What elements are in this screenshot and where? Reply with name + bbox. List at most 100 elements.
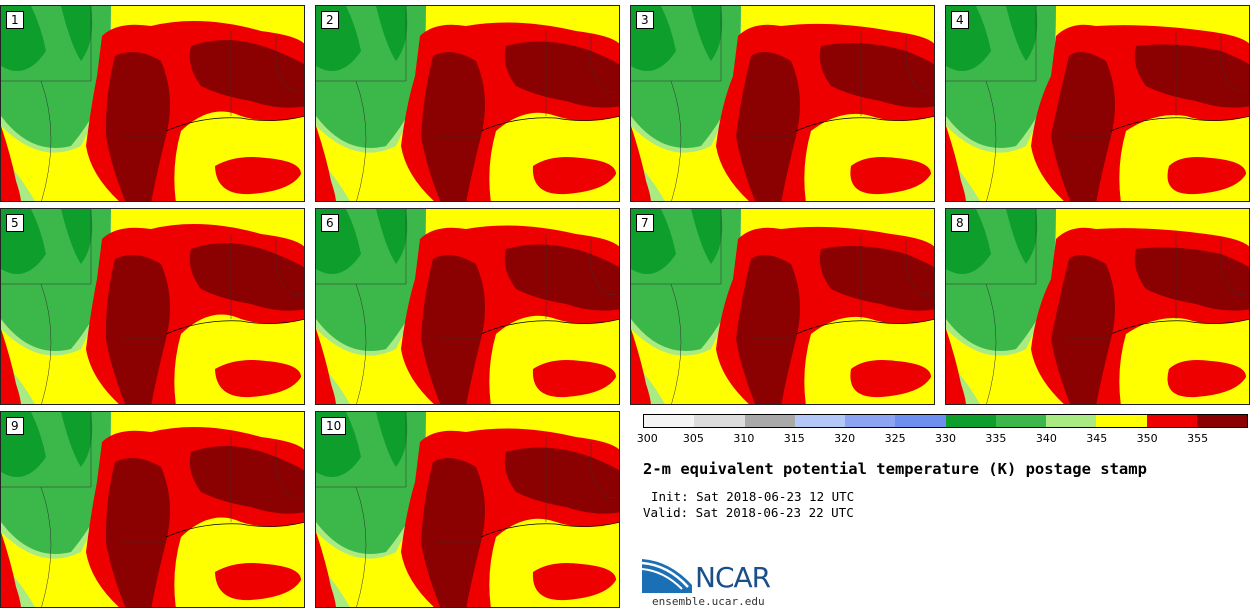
stamp-panel: 3: [630, 5, 935, 202]
member-map: [631, 6, 934, 201]
state-border: [230, 234, 302, 319]
red-region: [631, 329, 651, 404]
colorbar-tick-label: 330: [935, 432, 956, 445]
valid-time: Valid: Sat 2018-06-23 22 UTC: [643, 505, 854, 520]
state-border: [316, 209, 481, 404]
coastline: [165, 522, 304, 538]
stamp-panel: 9: [0, 411, 305, 608]
colorbar-segment: [644, 415, 695, 427]
colorbar-segment: [1046, 415, 1097, 427]
colorbar: [643, 414, 1248, 428]
red-region: [1, 329, 21, 404]
member-map: [1, 209, 304, 404]
dark-green-region: [376, 412, 408, 467]
maroon-region: [504, 447, 619, 514]
state-border: [1, 6, 166, 201]
coastline: [480, 522, 619, 538]
member-number-label: 2: [321, 11, 339, 29]
member-number-label: 10: [321, 417, 347, 435]
colorbar-segment: [995, 415, 1046, 427]
red-region: [946, 126, 966, 201]
colorbar-segment: [1096, 415, 1147, 427]
red-blob: [532, 563, 616, 601]
coastline: [1110, 116, 1249, 132]
stamp-panel: 8: [945, 208, 1250, 405]
member-map: [316, 209, 619, 404]
red-region: [316, 532, 336, 607]
site-url: ensemble.ucar.edu: [652, 595, 765, 608]
red-blob: [215, 360, 301, 398]
member-map: [946, 6, 1249, 201]
red-region: [1, 126, 21, 201]
dark-green-region: [1006, 6, 1038, 61]
state-border: [1175, 31, 1247, 116]
state-border: [1175, 234, 1247, 319]
maroon-region: [504, 244, 619, 311]
red-region: [631, 126, 651, 201]
stamp-panel: 2: [315, 5, 620, 202]
state-border: [316, 412, 481, 607]
maroon-region: [1051, 255, 1115, 404]
red-blob: [215, 563, 301, 601]
colorbar-tick-label: 320: [834, 432, 856, 445]
dark-green-region: [376, 6, 408, 61]
coastline: [480, 319, 619, 335]
colorbar-segment: [744, 415, 795, 427]
logo-swoosh-stripe: [642, 568, 683, 590]
colorbar-segment: [694, 415, 745, 427]
dark-green-region: [376, 209, 408, 264]
stamp-panel: 6: [315, 208, 620, 405]
stamp-panel: 10: [315, 411, 620, 608]
colorbar-tick-label: 350: [1136, 432, 1158, 445]
state-border: [1, 209, 166, 404]
colorbar-tick-label: 310: [733, 432, 755, 445]
member-map: [631, 209, 934, 404]
state-border: [1, 412, 166, 607]
maroon-region: [819, 42, 934, 108]
maroon-region: [819, 245, 934, 311]
member-map: [1, 6, 304, 201]
maroon-region: [1051, 52, 1115, 201]
member-number-label: 6: [321, 214, 339, 232]
maroon-region: [421, 52, 485, 201]
red-region: [946, 329, 966, 404]
ncar-logo: [642, 559, 692, 593]
state-border: [545, 437, 617, 522]
dark-green-region: [61, 412, 93, 467]
maroon-region: [105, 458, 170, 607]
red-blob: [532, 157, 616, 195]
state-border: [946, 6, 1111, 201]
dark-green-region: [691, 209, 723, 264]
colorbar-tick-label: 340: [1035, 432, 1057, 445]
red-blob: [532, 360, 616, 398]
state-border: [316, 6, 481, 201]
maroon-region: [189, 40, 304, 108]
dark-green-region: [61, 209, 93, 264]
state-border: [860, 234, 932, 319]
maroon-region: [421, 458, 485, 607]
maroon-region: [1134, 44, 1249, 108]
logo-swoosh-icon: [642, 559, 692, 593]
state-border: [631, 209, 796, 404]
member-number-label: 1: [6, 11, 24, 29]
red-blob: [1167, 360, 1246, 398]
state-border: [230, 31, 302, 116]
dark-green-region: [1006, 209, 1038, 264]
colorbar-segment: [794, 415, 845, 427]
member-number-label: 3: [636, 11, 654, 29]
maroon-region: [736, 255, 800, 404]
red-region: [1, 532, 21, 607]
colorbar-tick-label: 300: [636, 432, 658, 445]
maroon-region: [189, 243, 304, 311]
colorbar-segment: [945, 415, 996, 427]
maroon-region: [105, 255, 170, 404]
colorbar-segment: [845, 415, 896, 427]
plot-title: 2-m equivalent potential temperature (K)…: [643, 460, 1147, 478]
red-region: [316, 329, 336, 404]
coastline: [1110, 319, 1249, 335]
member-number-label: 8: [951, 214, 969, 232]
stamp-panel: 7: [630, 208, 935, 405]
colorbar-tick-label: 345: [1086, 432, 1108, 445]
colorbar-segment: [895, 415, 946, 427]
stamp-panel: 1: [0, 5, 305, 202]
